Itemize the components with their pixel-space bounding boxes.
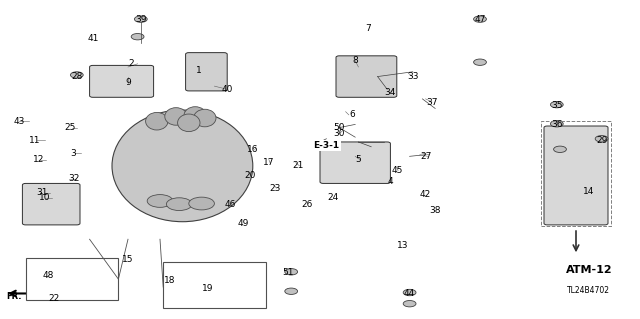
Circle shape <box>474 59 486 65</box>
Text: 17: 17 <box>263 158 275 167</box>
Circle shape <box>134 16 147 22</box>
Text: 15: 15 <box>122 256 134 264</box>
Text: 20: 20 <box>244 171 255 180</box>
Text: 48: 48 <box>42 271 54 280</box>
Text: 21: 21 <box>292 161 303 170</box>
Text: 25: 25 <box>65 123 76 132</box>
Text: 1: 1 <box>196 66 201 75</box>
FancyBboxPatch shape <box>336 56 397 97</box>
Text: 49: 49 <box>237 219 249 228</box>
Text: 46: 46 <box>225 200 236 209</box>
Ellipse shape <box>147 195 173 207</box>
Text: 11: 11 <box>29 136 41 145</box>
Text: 24: 24 <box>327 193 339 202</box>
Text: 23: 23 <box>269 184 281 193</box>
Text: 35: 35 <box>551 101 563 110</box>
Text: 7: 7 <box>365 24 371 33</box>
Text: 44: 44 <box>404 289 415 298</box>
Text: 3: 3 <box>71 149 76 158</box>
Text: 22: 22 <box>49 294 60 303</box>
Text: 16: 16 <box>247 145 259 154</box>
Text: 27: 27 <box>420 152 431 161</box>
Text: E-3-1: E-3-1 <box>314 141 340 150</box>
Circle shape <box>550 121 563 127</box>
Text: 13: 13 <box>397 241 409 250</box>
FancyBboxPatch shape <box>90 65 154 97</box>
Bar <box>163 262 266 308</box>
Circle shape <box>474 16 486 22</box>
Text: 5: 5 <box>356 155 361 164</box>
Text: 36: 36 <box>551 120 563 129</box>
Bar <box>26 258 118 300</box>
Circle shape <box>554 146 566 152</box>
Text: 30: 30 <box>333 130 345 138</box>
Ellipse shape <box>112 110 253 222</box>
Circle shape <box>70 72 83 78</box>
Bar <box>541 121 611 226</box>
Ellipse shape <box>165 108 188 125</box>
Ellipse shape <box>194 109 216 127</box>
Text: 2: 2 <box>129 59 134 68</box>
Text: 10: 10 <box>39 193 51 202</box>
Text: 38: 38 <box>429 206 441 215</box>
Text: 29: 29 <box>596 136 607 145</box>
Text: 14: 14 <box>583 187 595 196</box>
Circle shape <box>285 288 298 294</box>
FancyBboxPatch shape <box>544 126 608 225</box>
Text: 33: 33 <box>407 72 419 81</box>
Ellipse shape <box>189 197 214 210</box>
Text: 40: 40 <box>221 85 233 94</box>
Text: 45: 45 <box>391 166 403 175</box>
Circle shape <box>131 33 144 40</box>
Text: 37: 37 <box>426 98 438 107</box>
Text: 34: 34 <box>385 88 396 97</box>
Text: 43: 43 <box>13 117 25 126</box>
Circle shape <box>403 289 416 296</box>
Text: 47: 47 <box>474 15 486 24</box>
Ellipse shape <box>166 198 192 211</box>
FancyBboxPatch shape <box>186 53 227 91</box>
Text: ATM-12: ATM-12 <box>566 264 612 275</box>
Text: 19: 19 <box>202 284 214 293</box>
Circle shape <box>285 269 298 275</box>
Text: 6: 6 <box>349 110 355 119</box>
Text: 50: 50 <box>333 123 345 132</box>
Circle shape <box>550 101 563 108</box>
Text: 4: 4 <box>388 177 393 186</box>
Ellipse shape <box>178 114 200 132</box>
Ellipse shape <box>184 107 206 124</box>
Ellipse shape <box>146 113 168 130</box>
Text: 12: 12 <box>33 155 44 164</box>
Text: 26: 26 <box>301 200 313 209</box>
Circle shape <box>403 300 416 307</box>
Circle shape <box>595 136 608 142</box>
Text: 39: 39 <box>135 15 147 24</box>
Text: 18: 18 <box>164 276 175 285</box>
Text: 8: 8 <box>353 56 358 65</box>
Text: 51: 51 <box>282 268 294 277</box>
Text: 42: 42 <box>420 190 431 199</box>
Text: TL24B4702: TL24B4702 <box>567 286 611 295</box>
Text: 9: 9 <box>125 78 131 87</box>
Text: 41: 41 <box>87 34 99 43</box>
Text: 32: 32 <box>68 174 79 183</box>
FancyBboxPatch shape <box>320 142 390 183</box>
Text: FR.: FR. <box>6 292 22 300</box>
Text: 28: 28 <box>71 72 83 81</box>
FancyBboxPatch shape <box>22 183 80 225</box>
Text: 31: 31 <box>36 189 47 197</box>
